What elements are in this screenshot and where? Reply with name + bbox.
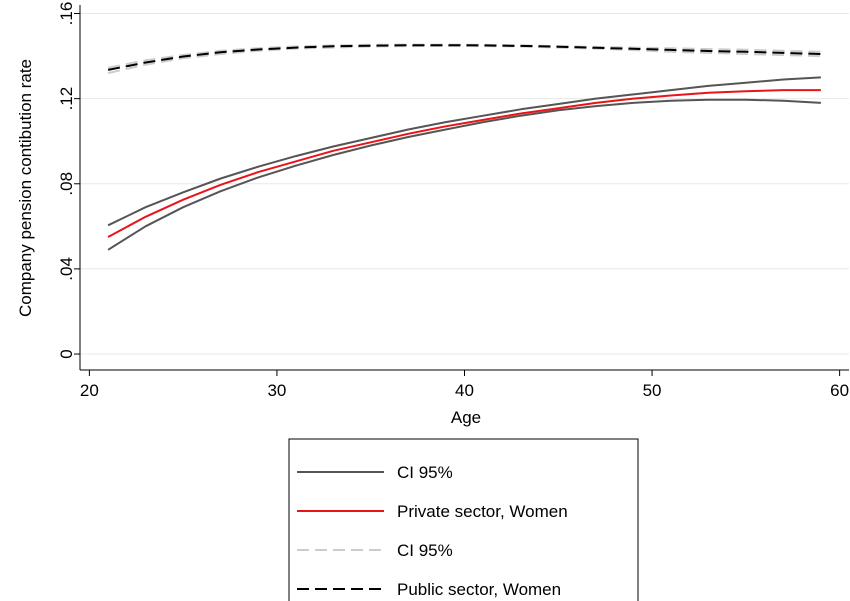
series-line-5 (107, 44, 821, 71)
legend-label-2: CI 95% (397, 541, 453, 560)
y-axis-label: Company pension contibution rate (16, 59, 35, 317)
x-tick-label-2: 40 (455, 381, 474, 400)
x-tick-label-4: 60 (830, 381, 849, 400)
axes: 20 30 40 50 60 0 .04 .08 .12 .16 (57, 2, 849, 400)
y-tick-label-1: .04 (57, 257, 76, 281)
series-line-0 (107, 76, 821, 227)
series-line-3 (107, 44, 821, 75)
y-tick-label-2: .08 (57, 172, 76, 196)
x-tick-label-1: 30 (267, 381, 286, 400)
x-tick-label-0: 20 (80, 381, 99, 400)
x-tick-label-3: 50 (643, 381, 662, 400)
legend-label-3: Public sector, Women (397, 580, 561, 599)
legend-label-1: Private sector, Women (397, 502, 568, 521)
series-line-4 (107, 43, 821, 69)
y-tick-label-4: .16 (57, 2, 76, 26)
y-tick-label-0: 0 (57, 349, 76, 358)
legend: CI 95% Private sector, Women CI 95% Public … (288, 438, 639, 601)
legend-label-0: CI 95% (397, 463, 453, 482)
y-tick-label-3: .12 (57, 87, 76, 111)
legend-box (288, 438, 639, 601)
x-axis-label: Age (451, 408, 481, 427)
series-group (107, 43, 821, 251)
series-line-1 (107, 98, 821, 251)
series-line-2 (107, 89, 821, 238)
